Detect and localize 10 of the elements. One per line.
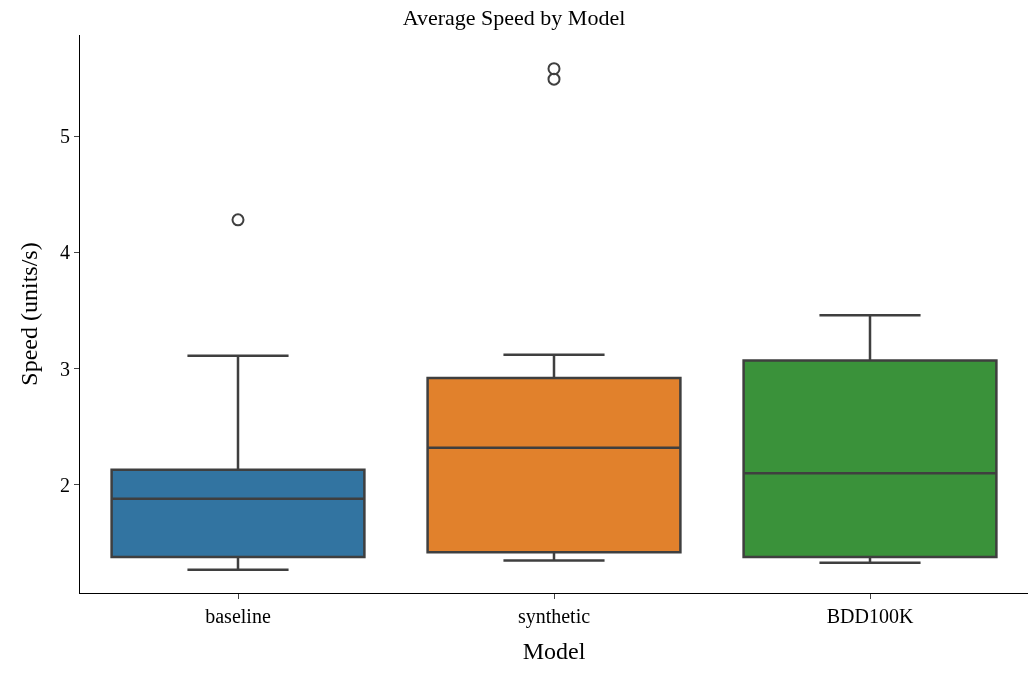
x-axis-title: Model: [522, 638, 586, 665]
y-axis-title: Speed (units/s): [16, 242, 43, 386]
x-tick-label: BDD100K: [826, 605, 914, 627]
y-tick-label: 5: [60, 125, 70, 148]
chart-title: Average Speed by Model: [402, 5, 626, 31]
y-tick-label: 2: [60, 473, 70, 496]
x-tick-label: baseline: [205, 605, 271, 627]
y-tick-label: 4: [60, 241, 70, 264]
y-tick-label: 3: [60, 357, 70, 380]
x-tick-label: synthetic: [517, 605, 591, 628]
